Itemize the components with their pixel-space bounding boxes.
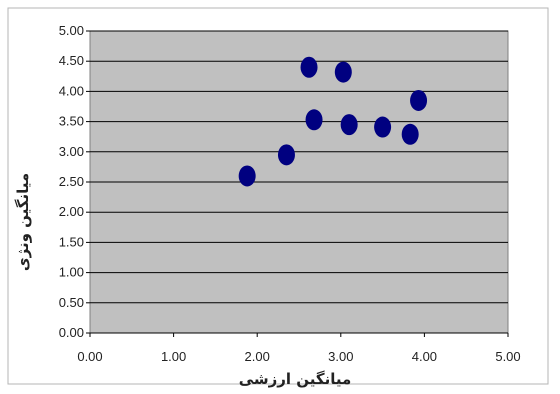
x-tick-label: 4.00 <box>412 349 437 364</box>
y-tick-label: 1.00 <box>59 265 84 280</box>
x-tick-label: 0.00 <box>77 349 102 364</box>
y-tick-label: 4.50 <box>59 53 84 68</box>
x-axis-title: میانگین ارزشی <box>239 370 352 388</box>
x-tick-label: 2.00 <box>245 349 270 364</box>
data-point <box>401 123 419 145</box>
y-tick-label: 0.50 <box>59 295 84 310</box>
x-tick-label: 5.00 <box>495 349 520 364</box>
y-axis-title: میانگین ونژی <box>14 173 32 271</box>
data-point <box>277 144 295 166</box>
x-tick-label: 3.00 <box>328 349 353 364</box>
data-point <box>238 165 256 187</box>
grid-lines <box>90 30 508 304</box>
data-point <box>334 61 352 83</box>
y-tick-label: 2.50 <box>59 174 84 189</box>
data-point <box>305 109 323 131</box>
data-point <box>300 56 318 78</box>
x-tick-labels: 0.00 1.00 2.00 3.00 4.00 5.00 <box>77 332 521 364</box>
y-tick-label: 3.00 <box>59 144 84 159</box>
data-point <box>340 114 358 136</box>
y-tick-label: 2.00 <box>59 204 84 219</box>
data-points <box>238 56 428 187</box>
x-tick-label: 1.00 <box>161 349 186 364</box>
y-tick-label: 4.00 <box>59 83 84 98</box>
y-tick-label: 1.50 <box>59 234 84 249</box>
data-point <box>410 89 428 111</box>
data-point <box>374 116 392 138</box>
y-tick-label: 0.00 <box>59 325 84 340</box>
y-tick-label: 3.50 <box>59 114 84 129</box>
y-tick-labels: 0.00 0.50 1.00 1.50 2.00 2.50 3.00 3.50 4.00 4.50… <box>59 23 90 340</box>
y-tick-label: 5.00 <box>59 23 84 38</box>
